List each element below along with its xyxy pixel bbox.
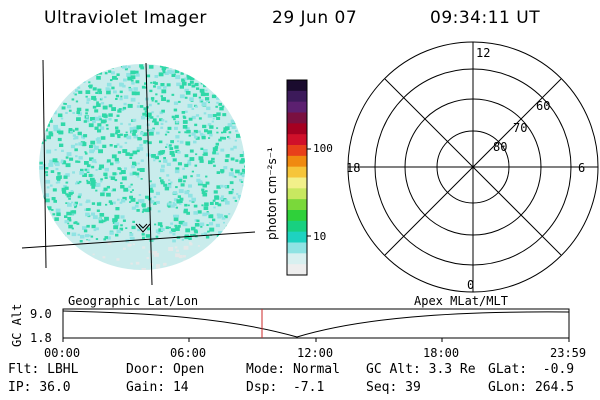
colorbar-tick-10: 10: [313, 230, 326, 243]
y-axis-label: GC Alt: [10, 304, 24, 347]
colorbar-unit-label: photon cm⁻²s⁻¹: [265, 147, 279, 240]
colorbar-band: [287, 80, 307, 92]
x-tick-label: 23:59: [550, 346, 586, 360]
lat-line: [21, 231, 256, 249]
footpoint-marker: [135, 223, 151, 233]
altitude-plot-frame: [62, 308, 570, 339]
footer-door: Door: Open: [126, 362, 205, 377]
mlat-label-60: 60: [536, 99, 550, 113]
mlt-label-6: 6: [578, 161, 585, 175]
x-tick-label: 00:00: [44, 346, 80, 360]
mlt-label-12: 12: [476, 46, 490, 60]
lon-line-left: [42, 59, 47, 269]
altitude-curve: [62, 310, 570, 338]
mlt-label-0: 0: [467, 278, 474, 292]
colorbar-band: [287, 134, 307, 146]
footer-mode: Mode: Normal: [246, 362, 340, 377]
colorbar-band: [287, 264, 307, 276]
polar-diagonal-2: [384, 78, 562, 256]
colorbar-band: [287, 199, 307, 211]
x-tick-label: 18:00: [423, 346, 459, 360]
colorbar-band: [287, 90, 307, 103]
x-tick-label: 06:00: [170, 346, 206, 360]
apex-label: Apex MLat/MLT: [414, 294, 508, 308]
colorbar-band: [287, 166, 307, 178]
app-title: Ultraviolet Imager: [44, 8, 207, 28]
mlat-label-70: 70: [513, 121, 527, 135]
y-tick-min: 1.8: [30, 331, 52, 345]
colorbar-frame: [286, 79, 308, 276]
footer-flt: Flt: LBHL: [8, 362, 79, 377]
lon-line-center: [145, 62, 153, 286]
footer-gain: Gain: 14: [126, 380, 189, 395]
x-tick-label: 12:00: [297, 346, 333, 360]
footer-glon: GLon: 264.5: [488, 380, 575, 395]
colorbar-band: [287, 242, 307, 254]
footer-seq: Seq: 39: [366, 380, 421, 395]
colorbar-tick-100: 100: [313, 142, 333, 155]
footer-dsp: Dsp: -7.1: [246, 380, 325, 395]
mlat-label-80: 80: [493, 140, 507, 154]
colorbar-band: [287, 177, 307, 189]
colorbar-band: [287, 123, 307, 135]
footer-gc-alt: GC Alt: 3.3 Re: [366, 362, 476, 377]
aurora-image: [21, 59, 256, 286]
mlt-label-18: 18: [346, 161, 360, 175]
colorbar-band: [287, 101, 307, 113]
time-label: 09:34:11 UT: [430, 8, 541, 28]
y-tick-max: 9.0: [30, 307, 52, 321]
colorbar: [287, 80, 307, 276]
colorbar-band: [287, 210, 307, 222]
colorbar-band: [287, 145, 307, 157]
colorbar-band: [287, 231, 307, 243]
colorbar-band: [287, 155, 307, 168]
date-label: 29 Jun 07: [272, 8, 358, 28]
colorbar-band: [287, 220, 307, 233]
footer-ip: IP: 36.0: [8, 380, 71, 395]
geographic-label: Geographic Lat/Lon: [68, 294, 198, 308]
image-disk: [39, 64, 245, 270]
colorbar-band: [287, 188, 307, 200]
colorbar-band: [287, 253, 307, 265]
colorbar-band: [287, 112, 307, 124]
polar-grid: [347, 41, 599, 293]
footer-glat: GLat: -0.9: [488, 362, 575, 377]
